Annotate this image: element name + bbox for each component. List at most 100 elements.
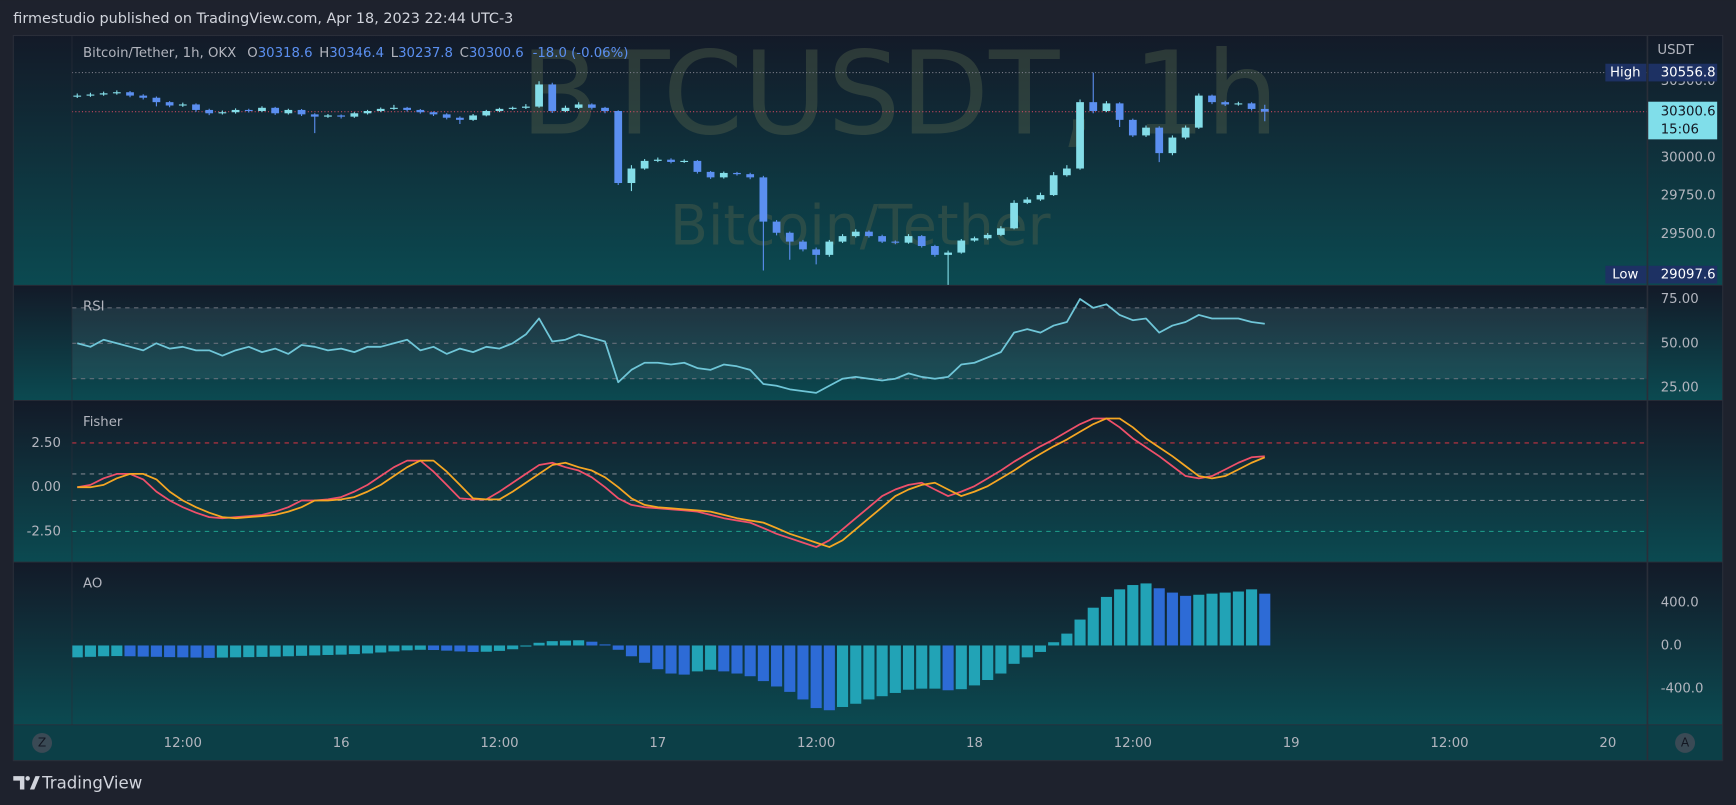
histogram-bar: [150, 645, 162, 657]
footer-logo: [13, 776, 40, 790]
candle-body: [376, 108, 385, 112]
histogram-bar: [639, 645, 651, 663]
histogram-bar: [322, 645, 334, 655]
pane-title: RSI: [83, 300, 105, 315]
chart-frame: [12, 34, 1724, 762]
candle-body: [218, 112, 227, 114]
candle-body: [667, 159, 675, 162]
candle-body: [785, 232, 794, 242]
candle-body: [1076, 102, 1084, 169]
candle-body: [983, 234, 992, 239]
histogram-bar: [731, 645, 743, 674]
histogram-bar: [388, 645, 400, 652]
x-tick-label: 20: [1599, 736, 1616, 751]
button-label: Z: [38, 735, 46, 749]
scale-button[interactable]: A: [1675, 732, 1696, 753]
candle-body: [1155, 127, 1164, 154]
histogram-bar: [533, 642, 545, 646]
scale-button[interactable]: Z: [32, 732, 53, 753]
candle-body: [363, 111, 372, 114]
histogram-bar: [1100, 596, 1112, 646]
candle-body: [733, 172, 741, 175]
legend-value: 30300.6: [469, 46, 524, 61]
candle-body: [324, 115, 332, 117]
histogram-bar: [718, 645, 730, 672]
candle-body: [1168, 137, 1177, 154]
histogram-bar: [480, 645, 492, 652]
candle-body: [970, 238, 979, 241]
histogram-bar: [309, 645, 321, 656]
histogram-bar: [757, 645, 769, 682]
candle-body: [126, 92, 134, 96]
y-tick-label: 75.00: [1661, 292, 1699, 307]
candle-body: [1221, 102, 1230, 105]
candle-body: [851, 231, 860, 237]
histogram-bar: [269, 645, 281, 657]
histogram-bar: [1127, 585, 1139, 646]
histogram-bar: [1034, 645, 1047, 652]
histogram-bar: [837, 645, 849, 707]
histogram-bar: [467, 645, 479, 652]
candle-body: [759, 177, 768, 222]
symbol-legend: Bitcoin/Tether, 1h, OKX O30318.6 H30346.4 L…: [83, 46, 628, 61]
candle-body: [878, 236, 887, 242]
histogram-bar: [955, 645, 967, 690]
histogram-bar: [929, 645, 941, 689]
pane-background: [13, 400, 1723, 563]
watermark: BTCUSDT, 1h: [520, 28, 1279, 162]
last-price: 30300.6: [1661, 105, 1716, 120]
y-tick-label: 0.0: [1661, 638, 1682, 653]
y-tick-label: 0.00: [31, 480, 61, 495]
x-tick-label: 12:00: [1430, 736, 1468, 751]
y-tick-label: 25.00: [1661, 381, 1699, 396]
candle-body: [456, 117, 464, 120]
histogram-bar: [203, 645, 215, 658]
histogram-bar: [256, 645, 268, 657]
pane-background: [13, 562, 1723, 726]
low-value: 29097.6: [1661, 268, 1716, 283]
x-tick-label: 12:00: [797, 736, 835, 751]
histogram-bar: [98, 645, 110, 657]
y-tick-label: -400.0: [1661, 682, 1704, 697]
x-tick-label: 12:00: [480, 736, 518, 751]
candle-body: [442, 114, 451, 118]
histogram-bar: [968, 645, 981, 686]
candle-body: [258, 107, 266, 112]
histogram-bar: [612, 645, 624, 650]
histogram-bar: [177, 645, 189, 658]
histogram-bar: [599, 644, 611, 646]
logo-shape: [25, 776, 30, 781]
pane-title: AO: [83, 577, 102, 592]
candle-body: [469, 115, 477, 120]
legend-key: C: [460, 46, 469, 61]
pane-plot: [71, 417, 1648, 548]
candle-body: [271, 107, 280, 114]
candle-body: [1036, 195, 1045, 200]
histogram-bar: [1206, 593, 1218, 646]
button-circle: [1675, 732, 1696, 753]
pane-plot: [71, 298, 1648, 394]
button-circle: [32, 732, 53, 753]
histogram-bar: [705, 645, 717, 670]
histogram-bar: [520, 645, 532, 647]
candle-body: [640, 160, 649, 169]
candle-body: [1089, 102, 1098, 112]
candle-body: [337, 115, 346, 117]
candle-body: [297, 109, 306, 115]
candle-body: [535, 84, 543, 107]
histogram-bar: [771, 645, 783, 687]
histogram-bar: [1166, 592, 1178, 646]
histogram-bar: [1008, 645, 1020, 664]
x-tick-label: 12:00: [1114, 736, 1152, 751]
candle-body: [429, 112, 438, 115]
histogram-bar: [995, 645, 1007, 674]
candle-body: [152, 97, 161, 103]
histogram-bar: [164, 645, 176, 658]
x-tick-label: 12:00: [164, 736, 202, 751]
candle-body: [719, 172, 728, 178]
logo-shape: [13, 776, 25, 790]
candle-body: [231, 109, 240, 113]
low-label-box: [1605, 265, 1647, 284]
candle-body: [825, 241, 834, 255]
x-tick-label: 16: [333, 736, 350, 751]
